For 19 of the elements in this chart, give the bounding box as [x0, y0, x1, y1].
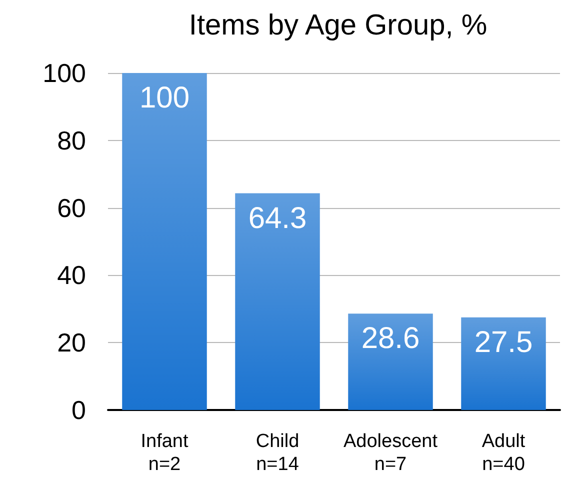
y-tick-label: 20	[57, 328, 86, 358]
data-label: 100	[139, 82, 190, 114]
x-tick-label: Infant n=2	[140, 431, 189, 475]
y-tick-label: 0	[72, 395, 86, 425]
data-label: 28.6	[361, 322, 420, 356]
x-tick-label: Child n=14	[256, 431, 300, 475]
bar	[122, 73, 207, 410]
data-label: 64.3	[248, 202, 307, 235]
x-tick-label: Adolescent n=7	[343, 431, 438, 475]
data-label: 27.5	[474, 326, 533, 359]
y-tick-label: 100	[42, 58, 86, 88]
x-tick-label: Adult n=40	[482, 431, 526, 475]
y-tick-label: 60	[57, 192, 86, 223]
y-tick-label: 80	[57, 125, 86, 156]
chart-title: Items by Age Group, %	[188, 10, 488, 42]
bar	[348, 314, 433, 410]
bar	[461, 317, 546, 410]
y-tick-label: 40	[57, 260, 86, 290]
bar	[235, 193, 320, 410]
